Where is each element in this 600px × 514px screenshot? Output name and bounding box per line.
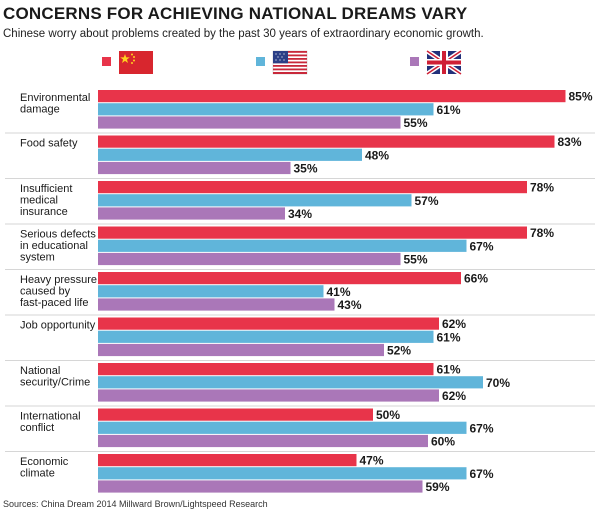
bar-china bbox=[98, 408, 373, 421]
value-label: 34% bbox=[288, 207, 312, 221]
value-label: 61% bbox=[437, 103, 461, 117]
bar-uk bbox=[98, 480, 423, 493]
value-label: 67% bbox=[470, 421, 494, 435]
value-label: 62% bbox=[442, 389, 466, 403]
bar-uk bbox=[98, 161, 291, 175]
uk-flag-icon bbox=[425, 49, 463, 76]
bar-usa bbox=[98, 421, 467, 434]
bar-uk bbox=[98, 298, 335, 311]
value-label: 48% bbox=[365, 148, 389, 162]
bar-usa bbox=[98, 285, 324, 298]
value-label: 70% bbox=[486, 376, 510, 390]
bar-usa bbox=[98, 467, 467, 480]
bar-china bbox=[98, 226, 527, 239]
value-label: 60% bbox=[431, 435, 455, 449]
value-label: 61% bbox=[437, 363, 461, 377]
chart-subtitle: Chinese worry about problems created by … bbox=[3, 28, 484, 40]
value-label: 59% bbox=[426, 480, 450, 494]
value-label: 78% bbox=[530, 226, 554, 240]
legend-swatch-china bbox=[102, 57, 111, 66]
plot-area: Environmental damage 85% 61% 55% Food safety 8… bbox=[5, 90, 595, 494]
china-flag-icon bbox=[119, 51, 153, 74]
source-note: Sources: China Dream 2014 Millward Brown… bbox=[3, 499, 268, 509]
category-label: International conflict bbox=[20, 411, 81, 435]
bar-usa bbox=[98, 103, 434, 116]
value-label: 47% bbox=[360, 454, 384, 468]
bar-china bbox=[98, 317, 439, 330]
category-label: National security/Crime bbox=[20, 365, 90, 389]
value-label: 66% bbox=[464, 272, 488, 286]
value-label: 85% bbox=[569, 90, 593, 104]
bar-usa bbox=[98, 376, 483, 389]
category-label: Job opportunity bbox=[20, 320, 96, 332]
usa-flag-icon bbox=[272, 50, 308, 75]
value-label: 67% bbox=[470, 467, 494, 481]
bar-usa bbox=[98, 194, 412, 207]
bar-china bbox=[98, 181, 527, 194]
category-label: Economic climate bbox=[20, 456, 69, 480]
bar-china bbox=[98, 90, 566, 103]
bar-china bbox=[98, 135, 555, 148]
bar-china bbox=[98, 454, 357, 467]
value-label: 52% bbox=[387, 344, 411, 358]
value-label: 35% bbox=[294, 162, 318, 176]
value-label: 67% bbox=[470, 239, 494, 253]
value-label: 57% bbox=[415, 194, 439, 208]
value-label: 55% bbox=[404, 116, 428, 130]
category-label: Heavy pressure caused by fast-paced life bbox=[20, 274, 97, 309]
legend bbox=[102, 49, 463, 76]
bar-uk bbox=[98, 116, 401, 129]
chart-title: CONCERNS FOR ACHIEVING NATIONAL DREAMS V… bbox=[3, 4, 468, 23]
value-label: 41% bbox=[327, 285, 351, 299]
value-label: 55% bbox=[404, 253, 428, 267]
category-label: Food safety bbox=[20, 138, 78, 150]
bar-uk bbox=[98, 434, 428, 448]
value-label: 43% bbox=[338, 298, 362, 312]
category-label: Environmental damage bbox=[20, 92, 90, 116]
value-label: 61% bbox=[437, 330, 461, 344]
bar-china bbox=[98, 363, 434, 376]
legend-swatch-usa bbox=[256, 57, 265, 66]
bar-usa bbox=[98, 330, 434, 343]
category-label: Serious defects in educational system bbox=[20, 229, 96, 264]
bar-usa bbox=[98, 239, 467, 252]
value-label: 50% bbox=[376, 408, 400, 422]
bar-usa bbox=[98, 148, 362, 161]
legend-swatch-uk bbox=[410, 57, 419, 66]
value-label: 62% bbox=[442, 317, 466, 331]
bar-uk bbox=[98, 343, 384, 357]
value-label: 83% bbox=[558, 135, 582, 149]
bar-china bbox=[98, 272, 461, 285]
bar-uk bbox=[98, 252, 401, 266]
category-label: Insufficient medical insurance bbox=[20, 183, 72, 218]
bar-uk bbox=[98, 389, 439, 402]
value-label: 78% bbox=[530, 181, 554, 195]
bar-uk bbox=[98, 207, 285, 220]
